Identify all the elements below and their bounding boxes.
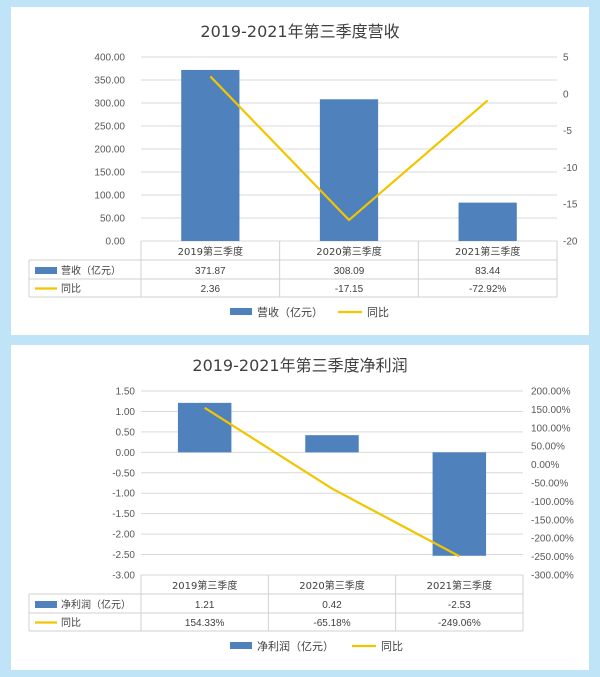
left-axis-tick-label: -3.00 (112, 571, 135, 582)
bar (433, 452, 486, 555)
right-axis-tick-label: 0 (563, 89, 569, 100)
right-axis-tick-label: -150.00% (531, 515, 574, 526)
left-axis-tick-label: 100.00 (94, 191, 125, 202)
right-axis-tick-label: -20 (563, 237, 578, 248)
net-profit-chart-panel: 2019-2021年第三季度净利润 -3.00 -2.50 -2.00 -1.50 -1.… (11, 345, 589, 670)
left-axis-tick-label: 50.00 (100, 214, 125, 225)
table-cell-value: 154.33% (185, 618, 225, 629)
table-cell-value: 308.09 (334, 266, 365, 277)
left-axis-tick-label: 0.00 (106, 237, 126, 248)
right-axis-tick-label: -100.00% (531, 497, 574, 508)
right-axis-tick-label: -10 (563, 163, 578, 174)
legend-key-bar (230, 642, 252, 649)
left-axis-tick-label: -1.00 (112, 489, 135, 500)
left-axis-tick-label: 0.50 (116, 427, 136, 438)
right-axis-tick-label: -200.00% (531, 534, 574, 545)
table-cell-value: 1.21 (195, 600, 215, 611)
table-cell-value: 83.44 (475, 266, 500, 277)
right-axis-tick-label: 200.00% (531, 387, 571, 398)
revenue-chart: 2019-2021年第三季度营收 0.00 50.00 100.00 150.00 200… (11, 7, 589, 335)
chart-title: 2019-2021年第三季度营收 (200, 22, 399, 41)
table-cell-value: -65.18% (313, 618, 350, 629)
legend-label: 同比 (367, 306, 389, 319)
bar (181, 70, 239, 241)
table-cell-value: -17.15 (335, 284, 364, 295)
right-axis-tick-label: 100.00% (531, 423, 571, 434)
table-cell-value: 0.42 (322, 600, 342, 611)
left-axis-tick-label: 0.00 (116, 448, 136, 459)
right-axis-tick-label: -300.00% (531, 571, 574, 582)
table-cell-value: 2.36 (201, 284, 221, 295)
chart-title: 2019-2021年第三季度净利润 (192, 356, 407, 375)
bar (178, 403, 231, 452)
legend-label: 营收（亿元） (257, 305, 323, 319)
category-label: 2021第三季度 (427, 579, 492, 592)
legend-label: 同比 (381, 640, 403, 653)
left-axis-tick-label: 150.00 (94, 168, 125, 179)
table-cell-value: -2.53 (448, 600, 471, 611)
left-axis-tick-label: -2.50 (112, 550, 135, 561)
category-label: 2020第三季度 (316, 245, 381, 258)
right-axis-tick-label: 150.00% (531, 405, 571, 416)
net-profit-chart: 2019-2021年第三季度净利润 -3.00 -2.50 -2.00 -1.50 -1.… (11, 345, 589, 670)
category-label: 2019第三季度 (178, 245, 243, 258)
table-series-name: 同比 (61, 283, 81, 295)
left-axis-tick-label: 300.00 (94, 99, 125, 110)
category-label: 2021第三季度 (455, 245, 520, 258)
category-label: 2019第三季度 (172, 579, 237, 592)
left-axis-tick-label: 1.00 (116, 407, 136, 418)
left-axis-tick-label: -1.50 (112, 509, 135, 520)
legend-key-bar (230, 308, 252, 315)
table-legend-key-bar (35, 267, 57, 274)
left-axis-tick-label: 250.00 (94, 122, 125, 133)
left-axis-tick-label: 350.00 (94, 76, 125, 87)
table-series-name: 同比 (61, 617, 81, 629)
table-cell-value: -249.06% (438, 618, 481, 629)
left-axis-tick-label: -2.00 (112, 530, 135, 541)
left-axis-tick-label: -0.50 (112, 468, 135, 479)
left-axis-tick-label: 400.00 (94, 53, 125, 64)
right-axis-tick-label: 0.00% (531, 460, 559, 471)
right-axis-tick-label: -15 (563, 200, 578, 211)
right-axis-tick-label: 5 (563, 53, 569, 64)
category-label: 2020第三季度 (299, 579, 364, 592)
right-axis-tick-label: -5 (563, 126, 572, 137)
table-legend-key-bar (35, 601, 57, 608)
left-axis-tick-label: 200.00 (94, 145, 125, 156)
right-axis-tick-label: 50.00% (531, 442, 565, 453)
bar (305, 435, 358, 452)
right-axis-tick-label: -50.00% (531, 479, 568, 490)
legend-label: 净利润（亿元） (257, 639, 334, 653)
left-axis-tick-label: 1.50 (116, 387, 136, 398)
table-series-name: 营收（亿元） (61, 264, 121, 277)
revenue-chart-panel: 2019-2021年第三季度营收 0.00 50.00 100.00 150.00 200… (11, 7, 589, 335)
table-cell-value: -72.92% (469, 284, 506, 295)
bar (459, 203, 517, 241)
table-series-name: 净利润（亿元） (61, 598, 131, 611)
right-axis-tick-label: -250.00% (531, 552, 574, 563)
table-cell-value: 371.87 (195, 266, 226, 277)
